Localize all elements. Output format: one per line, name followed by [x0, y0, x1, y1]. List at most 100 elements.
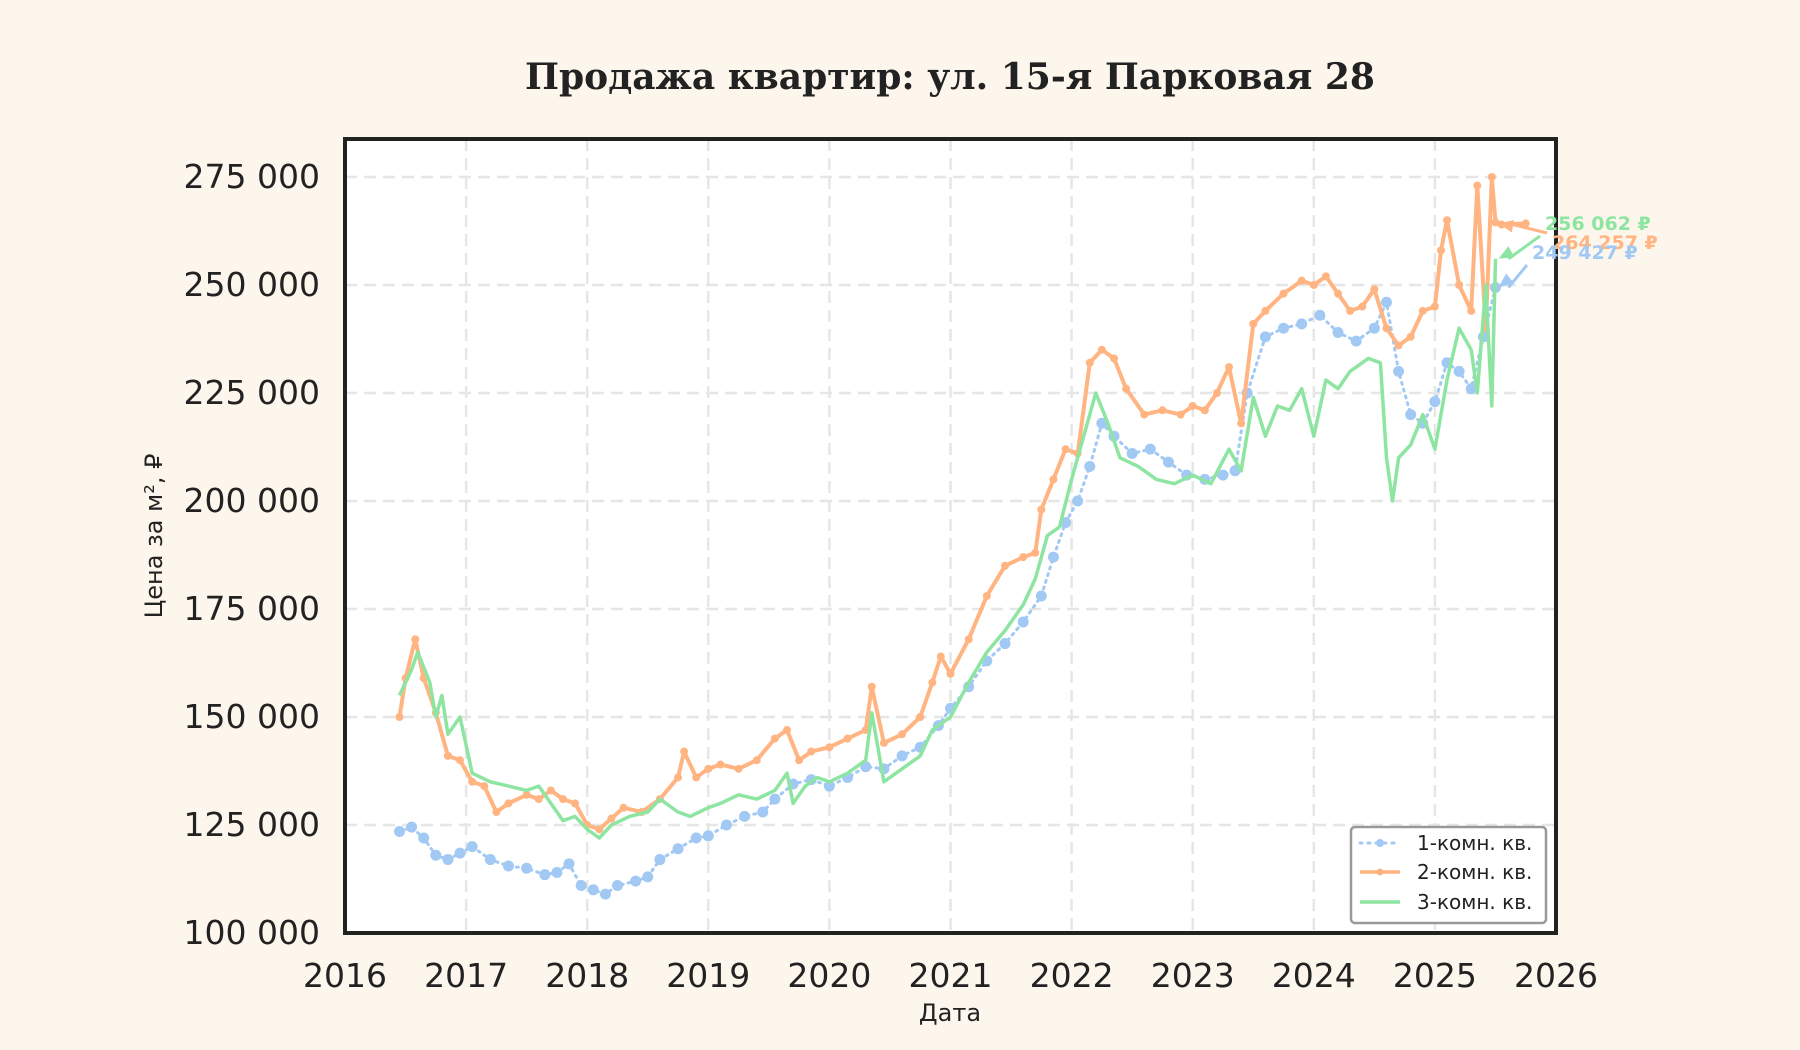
data-point [1259, 331, 1271, 343]
annotation-arrow [1508, 221, 1548, 235]
data-point [704, 764, 713, 773]
data-point [551, 867, 563, 879]
data-point [1394, 341, 1403, 350]
legend-item-3room: 3-комн. кв. [1360, 890, 1532, 914]
data-point [563, 858, 575, 870]
data-point [1382, 324, 1391, 333]
data-point [734, 764, 743, 773]
data-point [1334, 289, 1343, 298]
data-point [443, 751, 452, 760]
arrow-head-icon [1498, 246, 1515, 259]
data-point [1436, 246, 1445, 255]
data-point [504, 799, 513, 808]
data-point [1314, 309, 1326, 321]
data-point [946, 669, 955, 678]
series-layer [393, 173, 1530, 900]
legend-label-1room: 1-комн. кв. [1417, 831, 1532, 855]
y-tick-label: 125 000 [184, 805, 320, 844]
data-point [539, 869, 551, 881]
data-point [587, 884, 599, 896]
data-point [692, 773, 701, 782]
x-tick-label: 2016 [303, 956, 387, 995]
last-value-annotations: 256 062 ₽264 257 ₽249 427 ₽ [1498, 213, 1658, 289]
data-point [1049, 475, 1058, 484]
data-point [1188, 401, 1197, 410]
data-point [1061, 445, 1070, 454]
data-point [454, 847, 466, 859]
data-point [1487, 173, 1496, 181]
data-point [1309, 281, 1318, 289]
data-point [1418, 306, 1427, 315]
data-point [1332, 327, 1344, 339]
legend-box [1349, 825, 1548, 925]
data-point [795, 756, 804, 765]
data-point [1443, 216, 1452, 225]
legend: 1-комн. кв. 2-комн. кв. 3-комн. кв. [1349, 825, 1548, 925]
data-point [1176, 410, 1185, 419]
data-point [716, 760, 725, 769]
data-point [1368, 322, 1380, 334]
data-point [595, 825, 604, 834]
data-point [702, 830, 714, 842]
data-point [1019, 553, 1028, 562]
x-tick-label: 2023 [1151, 956, 1235, 995]
data-point [546, 786, 555, 795]
data-point [480, 782, 489, 791]
y-tick-label: 150 000 [184, 697, 320, 736]
data-point [1358, 302, 1367, 311]
data-point [769, 793, 781, 805]
data-point [599, 888, 611, 900]
data-point [502, 860, 514, 872]
annotation-label: 264 257 ₽ [1552, 232, 1658, 254]
data-point [1237, 419, 1246, 428]
data-point [752, 756, 761, 765]
data-point [522, 790, 531, 799]
data-point [1430, 302, 1439, 311]
y-tick-label: 275 000 [184, 157, 320, 196]
data-point [1200, 406, 1209, 415]
data-point [1085, 358, 1094, 367]
arrow-head-icon [1498, 273, 1514, 288]
data-point [654, 854, 666, 866]
data-point [825, 743, 834, 752]
data-point [1037, 505, 1046, 514]
data-point [484, 854, 496, 866]
series-2room [395, 173, 1530, 834]
data-point [898, 730, 907, 739]
y-tick-label: 175 000 [184, 589, 320, 628]
data-point [466, 841, 478, 853]
data-point [1162, 456, 1174, 468]
data-point [1031, 548, 1040, 557]
data-point [982, 592, 991, 601]
series-3room [397, 258, 1498, 840]
y-tick-label: 200 000 [184, 481, 320, 520]
data-point [1144, 443, 1156, 455]
data-point [1249, 319, 1258, 328]
data-point [1072, 495, 1084, 507]
y-tick-label: 225 000 [184, 373, 320, 412]
annotation-label: 256 062 ₽ [1545, 213, 1651, 235]
data-point [770, 734, 779, 743]
data-point [630, 875, 642, 887]
data-point [1465, 383, 1477, 395]
data-point [1140, 410, 1149, 419]
x-tick-label: 2026 [1514, 956, 1598, 995]
plot-background [345, 139, 1556, 933]
data-point [1217, 469, 1229, 481]
data-point [807, 747, 816, 756]
data-point [843, 734, 852, 743]
data-point [430, 849, 442, 861]
data-point [575, 879, 587, 891]
data-point [1297, 276, 1306, 285]
data-point [442, 854, 454, 866]
legend-item-2room: 2-комн. кв. [1360, 860, 1532, 884]
data-point [783, 725, 792, 734]
x-tick-label: 2024 [1272, 956, 1356, 995]
data-point [456, 756, 465, 765]
data-point [534, 795, 543, 804]
data-point [1279, 289, 1288, 298]
annotation-1: 256 062 ₽ [1498, 213, 1651, 261]
legend-item-1room: 1-комн. кв. [1358, 831, 1532, 855]
data-point [1096, 417, 1108, 429]
data-point [1225, 363, 1234, 372]
